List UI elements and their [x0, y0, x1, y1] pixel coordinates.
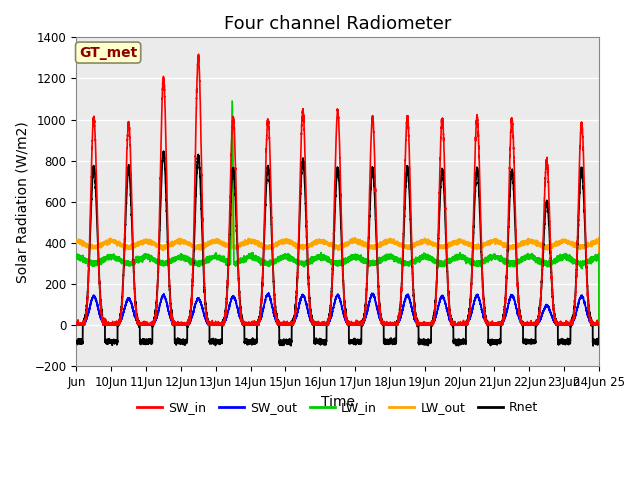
Rnet: [469, 238, 477, 243]
SW_out: [595, 322, 603, 328]
SW_in: [567, 318, 575, 324]
X-axis label: Time: Time: [321, 395, 355, 408]
LW_in: [72, 253, 80, 259]
SW_out: [469, 302, 477, 308]
Line: Rnet: Rnet: [76, 151, 599, 346]
LW_in: [469, 259, 477, 264]
Rnet: [454, 339, 462, 345]
SW_in: [595, 322, 603, 328]
Rnet: [250, 341, 258, 347]
LW_out: [573, 242, 581, 248]
LW_in: [228, 98, 236, 104]
Rnet: [567, 324, 575, 330]
SW_in: [454, 322, 462, 328]
SW_in: [573, 248, 581, 253]
Line: LW_in: LW_in: [76, 101, 599, 325]
Rnet: [589, 343, 597, 348]
LW_out: [595, 322, 603, 328]
LW_out: [567, 240, 575, 245]
SW_out: [265, 290, 273, 296]
Rnet: [595, 322, 603, 328]
LW_out: [454, 239, 462, 244]
SW_out: [250, 322, 258, 328]
SW_in: [72, 322, 80, 328]
LW_out: [250, 237, 258, 242]
SW_in: [195, 51, 202, 57]
Title: Four channel Radiometer: Four channel Radiometer: [224, 15, 451, 33]
Line: SW_out: SW_out: [76, 293, 599, 325]
LW_out: [72, 238, 80, 244]
SW_out: [73, 322, 81, 328]
Line: SW_in: SW_in: [76, 54, 599, 325]
SW_out: [454, 322, 462, 327]
Line: LW_out: LW_out: [76, 120, 599, 325]
Text: GT_met: GT_met: [79, 46, 137, 60]
Rnet: [72, 339, 80, 345]
SW_in: [320, 322, 328, 327]
Legend: SW_in, SW_out, LW_in, LW_out, Rnet: SW_in, SW_out, LW_in, LW_out, Rnet: [132, 396, 543, 420]
SW_out: [573, 307, 581, 312]
SW_out: [320, 322, 328, 328]
LW_in: [595, 322, 603, 328]
LW_in: [320, 252, 328, 258]
Rnet: [159, 148, 167, 154]
LW_in: [573, 259, 581, 265]
LW_out: [469, 243, 477, 249]
LW_out: [228, 117, 236, 122]
Y-axis label: Solar Radiation (W/m2): Solar Radiation (W/m2): [15, 121, 29, 283]
LW_out: [320, 238, 328, 244]
LW_in: [454, 254, 462, 260]
SW_out: [567, 322, 575, 328]
SW_in: [250, 322, 258, 328]
Rnet: [573, 253, 581, 259]
LW_in: [567, 255, 575, 261]
SW_out: [72, 322, 80, 327]
SW_in: [469, 221, 477, 227]
Rnet: [320, 339, 328, 345]
LW_in: [250, 257, 258, 263]
